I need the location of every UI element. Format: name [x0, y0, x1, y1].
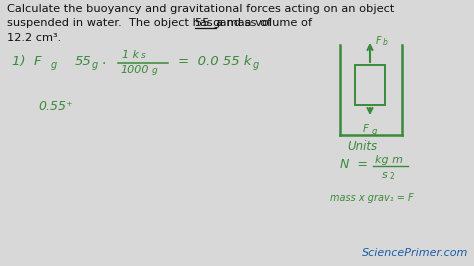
Text: kg m: kg m	[375, 155, 403, 165]
Text: 2: 2	[390, 172, 395, 181]
Text: 55: 55	[75, 55, 92, 68]
Text: g: g	[152, 66, 158, 75]
Text: b: b	[383, 38, 388, 47]
Text: ·: ·	[102, 57, 106, 71]
Text: SciencePrimer.com: SciencePrimer.com	[362, 248, 468, 258]
Text: 1)  F: 1) F	[12, 55, 42, 68]
Text: 0.55⁺: 0.55⁺	[38, 100, 73, 113]
Text: g: g	[372, 127, 377, 136]
Text: s: s	[141, 51, 146, 60]
Text: 12.2 cm³.: 12.2 cm³.	[7, 33, 61, 43]
Text: 1 k: 1 k	[122, 50, 139, 60]
Text: and a volume of: and a volume of	[216, 18, 312, 28]
Text: mass x grav₁ = F: mass x grav₁ = F	[330, 193, 414, 203]
Text: g: g	[51, 60, 57, 70]
Text: Calculate the buoyancy and gravitational forces acting on an object: Calculate the buoyancy and gravitational…	[7, 4, 394, 14]
Text: g: g	[253, 60, 259, 70]
Text: 55 g: 55 g	[195, 18, 220, 28]
Text: F: F	[363, 124, 369, 134]
Text: N  =: N =	[340, 158, 368, 171]
Text: F: F	[376, 36, 382, 46]
Text: s: s	[382, 170, 388, 180]
Bar	[355, 65, 385, 105]
Text: =  0.0 55 k: = 0.0 55 k	[178, 55, 252, 68]
Text: g: g	[92, 60, 98, 70]
Text: suspended in water.  The object has a mass of: suspended in water. The object has a mas…	[7, 18, 275, 28]
Text: Units: Units	[347, 140, 377, 153]
Text: 1000: 1000	[120, 65, 148, 75]
